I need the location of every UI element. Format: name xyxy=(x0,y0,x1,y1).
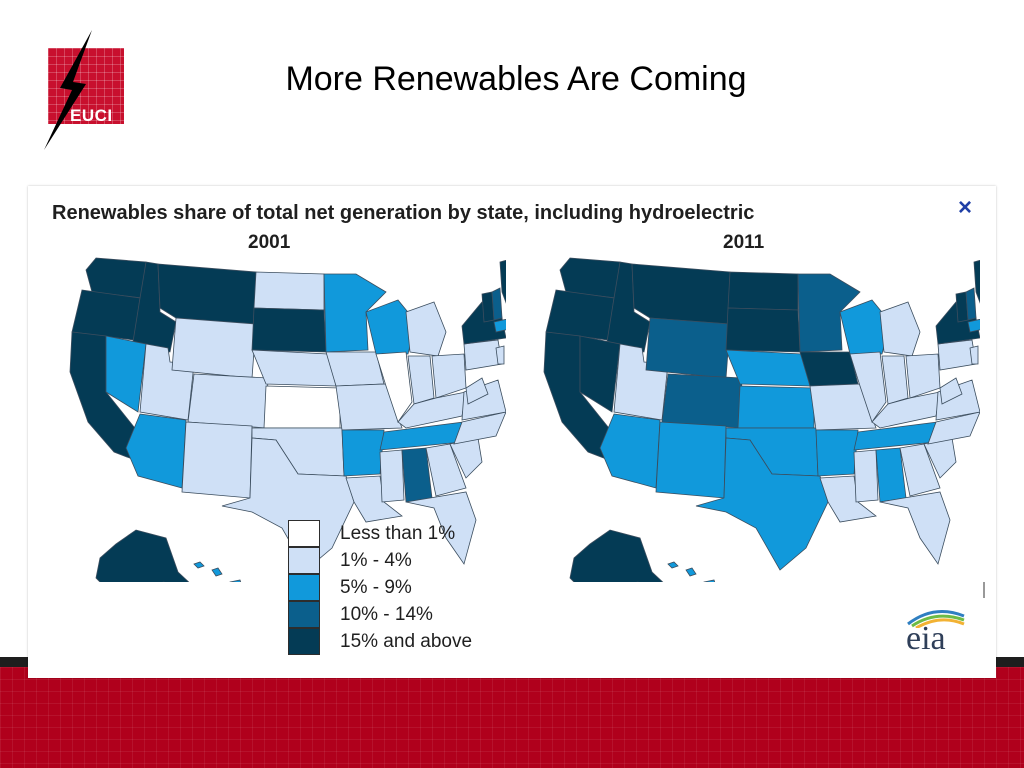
state-nj xyxy=(495,345,505,365)
state-sd xyxy=(725,307,801,353)
state-ia xyxy=(325,351,385,387)
state-sd xyxy=(251,307,327,353)
state-pa xyxy=(463,339,503,371)
us-map-2011 xyxy=(543,257,980,582)
logo-text: EUCI xyxy=(70,106,113,125)
state-la xyxy=(345,475,403,523)
map-year-2001: 2001 xyxy=(248,232,291,253)
state-ma xyxy=(493,318,506,333)
state-la xyxy=(819,475,877,523)
state-fl xyxy=(405,491,477,565)
close-icon[interactable]: × xyxy=(958,194,973,221)
legend-swatch xyxy=(288,547,320,574)
state-ga xyxy=(425,443,467,497)
state-wv xyxy=(939,377,963,405)
state-az xyxy=(125,413,187,489)
state-nd xyxy=(727,271,799,311)
legend-label: 5% - 9% xyxy=(340,577,412,598)
state-pa xyxy=(937,339,977,371)
eia-logo: eia xyxy=(904,606,968,657)
state-il xyxy=(849,351,887,423)
lightning-bolt-icon xyxy=(44,30,92,150)
state-oh xyxy=(905,353,941,399)
state-or xyxy=(71,289,141,341)
state-nv xyxy=(105,335,147,413)
state-co xyxy=(187,373,269,429)
euci-logo: EUCI xyxy=(40,30,130,155)
map-figure: Renewables share of total net generation… xyxy=(28,186,996,678)
state-mt xyxy=(157,263,257,325)
state-mo xyxy=(335,383,403,431)
state-hi xyxy=(193,561,242,582)
eia-logo-text: eia xyxy=(906,620,946,657)
state-ms xyxy=(379,449,405,503)
state-ks xyxy=(263,385,341,429)
legend-swatch xyxy=(288,520,320,547)
state-wy xyxy=(645,317,731,379)
state-ar xyxy=(815,429,859,477)
footer-grid xyxy=(0,667,1024,768)
state-ar xyxy=(341,429,385,477)
panel-edge-mark xyxy=(983,582,985,598)
state-nv xyxy=(579,335,621,413)
state-ne xyxy=(251,349,337,387)
state-nm xyxy=(655,421,727,499)
legend-label: 10% - 14% xyxy=(340,604,433,625)
state-co xyxy=(661,373,743,429)
legend-label: Less than 1% xyxy=(340,523,456,544)
state-oh xyxy=(431,353,467,399)
map-year-2011: 2011 xyxy=(723,232,765,253)
state-nh xyxy=(965,287,977,321)
state-ms xyxy=(853,449,879,503)
state-or xyxy=(545,289,615,341)
state-me xyxy=(499,259,506,304)
us-map-2001 xyxy=(69,257,506,582)
state-nc xyxy=(453,411,506,445)
figure-title: Renewables share of total net generation… xyxy=(52,202,755,224)
slide-title: More Renewables Are Coming xyxy=(285,60,747,98)
legend-swatch xyxy=(288,601,320,628)
state-wv xyxy=(465,377,489,405)
state-nj xyxy=(969,345,979,365)
state-az xyxy=(599,413,661,489)
state-tx xyxy=(695,437,829,571)
legend-swatch xyxy=(288,628,320,655)
legend-label: 1% - 4% xyxy=(340,550,412,571)
state-ma xyxy=(967,318,980,333)
eia-swoosh-icon xyxy=(907,610,965,628)
state-mi xyxy=(879,301,921,357)
state-in xyxy=(881,355,909,405)
state-ak xyxy=(569,529,664,582)
state-mo xyxy=(809,383,877,431)
state-ne xyxy=(725,349,811,387)
legend-swatch xyxy=(288,574,320,601)
state-ks xyxy=(737,385,815,429)
state-mi xyxy=(405,301,447,357)
state-mt xyxy=(631,263,731,325)
state-ak xyxy=(95,529,190,582)
state-nd xyxy=(253,271,325,311)
state-ia xyxy=(799,351,859,387)
state-me xyxy=(973,259,980,304)
state-ga xyxy=(899,443,941,497)
state-wy xyxy=(171,317,257,379)
legend-label: 15% and above xyxy=(340,631,473,652)
state-in xyxy=(407,355,435,405)
state-nm xyxy=(181,421,253,499)
state-nh xyxy=(491,287,503,321)
state-hi xyxy=(667,561,716,582)
state-il xyxy=(375,351,413,423)
state-nc xyxy=(927,411,980,445)
logo-square xyxy=(48,48,124,124)
state-fl xyxy=(879,491,951,565)
